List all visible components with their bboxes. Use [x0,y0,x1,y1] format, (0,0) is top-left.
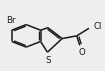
Text: S: S [45,56,51,65]
Text: Cl: Cl [93,22,102,31]
Text: O: O [79,48,86,57]
Text: Br: Br [6,16,15,25]
